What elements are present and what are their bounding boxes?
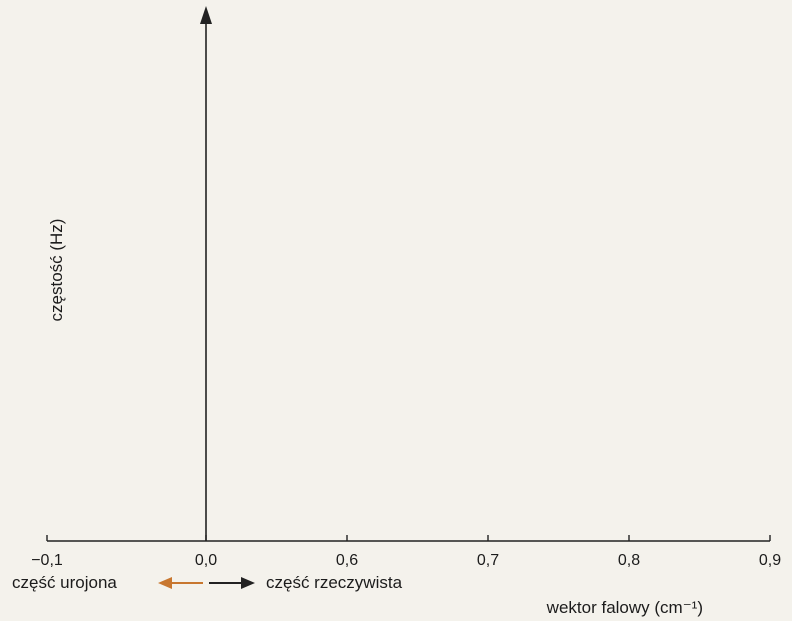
y-axis-arrowhead xyxy=(200,6,212,24)
imag-part-arrowhead xyxy=(158,577,172,589)
x-tick-label: 0,9 xyxy=(759,552,781,569)
ticks-group: −0,10,00,60,70,80,9320034003600380040004… xyxy=(31,535,781,569)
x-tick-label: 0,6 xyxy=(336,552,358,569)
y-axis-title: częstość (Hz) xyxy=(47,219,66,322)
x-tick-label: 0,0 xyxy=(195,552,217,569)
x-tick-label: 0,7 xyxy=(477,552,499,569)
axes-group xyxy=(47,6,770,542)
part-arrows: część urojona część rzeczywista xyxy=(12,573,403,592)
real-part-arrowhead xyxy=(241,577,255,589)
real-part-label: część rzeczywista xyxy=(266,573,403,592)
x-tick-label: 0,8 xyxy=(618,552,640,569)
x-axis-title: wektor falowy (cm⁻¹) xyxy=(546,598,703,617)
imag-part-label: część urojona xyxy=(12,573,117,592)
x-tick-label: −0,1 xyxy=(31,552,63,569)
